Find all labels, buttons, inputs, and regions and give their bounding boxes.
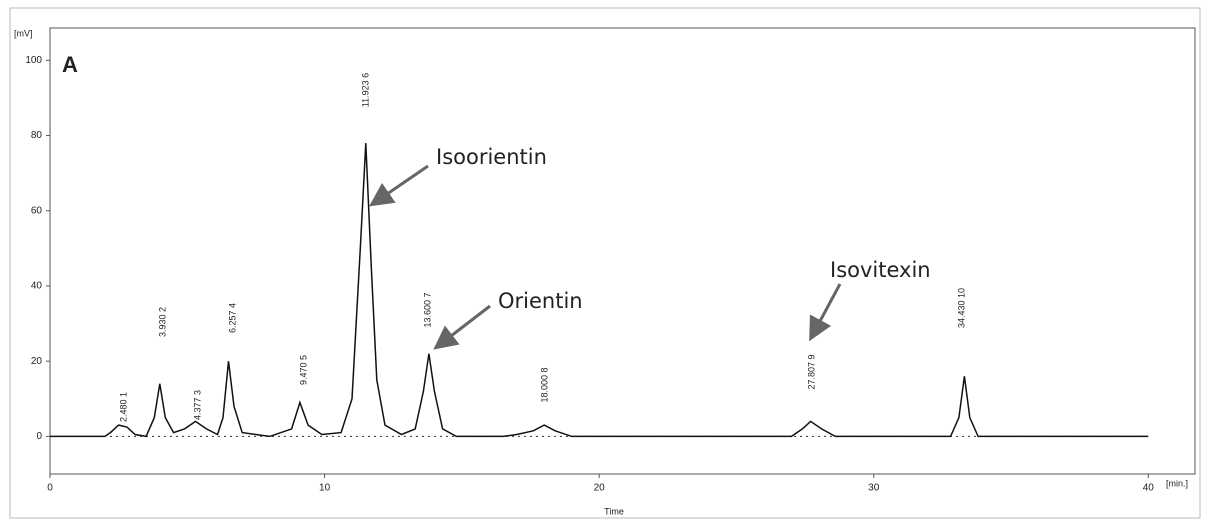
peak-label: 6.257 4 [227, 303, 237, 333]
peak-label: 11.923 6 [360, 73, 370, 107]
x-axis-label: Time [604, 506, 624, 516]
plot-frame [49, 27, 1196, 475]
x-tick-label: 10 [319, 483, 331, 494]
trace [50, 143, 1149, 438]
panel-border [9, 7, 1201, 519]
y-unit: [mV] [14, 28, 33, 38]
annotation: Orientin [498, 289, 583, 313]
annotation: Isoorientin [436, 145, 547, 169]
y-tick-label: 20 [31, 356, 43, 367]
y-tick-label: 60 [31, 205, 43, 216]
y-tick-label: 80 [31, 130, 43, 141]
x-unit: [min.] [1166, 478, 1188, 488]
y-tick-label: 40 [31, 281, 43, 292]
x-tick-label: 20 [594, 483, 606, 494]
panel-label: A [62, 52, 78, 77]
annotation: Isovitexin [830, 258, 931, 282]
peak-label: 4.377 3 [192, 390, 202, 420]
peak-label: 34.430 10 [956, 288, 966, 328]
peak-label: 13.600 7 [422, 292, 432, 327]
y-tick-label: 0 [36, 431, 42, 442]
arrow [369, 164, 429, 207]
x-tick-label: 30 [868, 483, 880, 494]
peak-label: 27.807 9 [806, 354, 816, 389]
x-tick-label: 40 [1143, 483, 1155, 494]
peak-label: 9.470 5 [298, 355, 308, 385]
y-tick-label: 100 [25, 55, 42, 66]
peak-label: 2.480 1 [118, 392, 128, 422]
peak-label: 3.930 2 [157, 307, 167, 337]
arrow [809, 283, 842, 342]
peak-label: 18.000 8 [539, 367, 549, 402]
arrow [433, 304, 491, 350]
x-tick-label: 0 [47, 483, 53, 494]
